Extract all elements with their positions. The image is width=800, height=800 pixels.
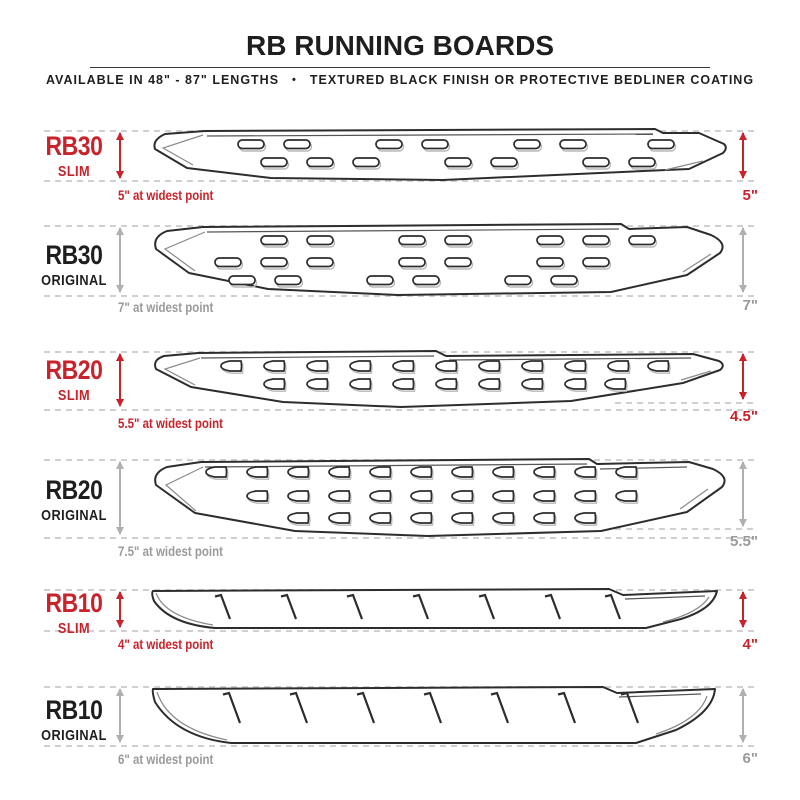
- dimension-guide-line: [44, 537, 756, 539]
- dimension-guide-line: [44, 295, 756, 297]
- variant-name: ORIGINAL: [41, 727, 107, 744]
- variant-name: SLIM: [57, 620, 91, 637]
- height-value: 4": [742, 636, 758, 653]
- product-label: RB10 SLIM: [25, 588, 124, 637]
- height-dimension-arrow: [739, 227, 747, 293]
- product-label: RB30 SLIM: [25, 131, 124, 180]
- height-dimension-arrow: [739, 461, 747, 527]
- rb10-slim-board-drawing: [151, 588, 718, 629]
- width-dimension-arrow: [116, 461, 124, 535]
- subtitle-lengths: AVAILABLE IN 48" - 87" LENGTHS: [45, 73, 280, 87]
- page-subtitle: AVAILABLE IN 48" - 87" LENGTHS • TEXTURE…: [0, 73, 800, 87]
- dimension-guide-line: [44, 686, 756, 688]
- product-label: RB20 SLIM: [25, 355, 124, 404]
- dimension-guide-line: [44, 630, 756, 632]
- variant-name: SLIM: [57, 387, 91, 404]
- width-dimension-arrow: [116, 591, 124, 628]
- model-name: RB20: [45, 355, 103, 385]
- height-dimension-arrow: [739, 688, 747, 743]
- model-name: RB10: [45, 695, 103, 725]
- height-dimension-arrow: [739, 591, 747, 628]
- dimension-guide-line: [44, 225, 756, 227]
- model-name: RB30: [45, 240, 103, 270]
- width-note: 7.5" at widest point: [118, 544, 223, 559]
- model-name: RB10: [45, 588, 103, 618]
- product-label: RB10 ORIGINAL: [25, 695, 124, 744]
- dimension-guide-line: [615, 402, 756, 404]
- width-note: 4" at widest point: [118, 637, 214, 652]
- width-dimension-arrow: [116, 227, 124, 293]
- height-value: 5.5": [730, 533, 758, 550]
- variant-name: ORIGINAL: [41, 507, 107, 524]
- dimension-guide-line: [44, 409, 756, 411]
- product-label: RB20 ORIGINAL: [25, 475, 124, 524]
- dimension-guide-line: [44, 180, 756, 182]
- variant-name: SLIM: [57, 163, 91, 180]
- rb20-slim-board-drawing: [154, 350, 724, 408]
- dimension-guide-line: [44, 589, 756, 591]
- title-underline: [90, 67, 710, 68]
- height-dimension-arrow: [739, 132, 747, 179]
- dimension-guide-line: [44, 351, 756, 353]
- dimension-guide-line: [44, 130, 756, 132]
- height-value: 6": [742, 750, 758, 767]
- dimension-guide-line: [44, 459, 756, 461]
- dimension-guide-line: [44, 745, 756, 747]
- bullet-separator-icon: •: [292, 74, 297, 86]
- page-title: RB RUNNING BOARDS: [246, 30, 554, 61]
- width-note: 5.5" at widest point: [118, 416, 223, 431]
- model-name: RB20: [45, 475, 103, 505]
- width-dimension-arrow: [116, 132, 124, 179]
- height-value: 5": [742, 187, 758, 204]
- width-note: 7" at widest point: [118, 300, 214, 315]
- width-note: 6" at widest point: [118, 752, 214, 767]
- height-value: 4.5": [730, 408, 758, 425]
- subtitle-finish: TEXTURED BLACK FINISH OR PROTECTIVE BEDL…: [309, 73, 755, 87]
- width-dimension-arrow: [116, 353, 124, 407]
- rb20-original-board-drawing: [154, 458, 726, 537]
- rb30-original-board-drawing: [154, 223, 724, 296]
- variant-name: ORIGINAL: [41, 272, 107, 289]
- product-label: RB30 ORIGINAL: [25, 240, 124, 289]
- height-value: 7": [742, 297, 758, 314]
- dimension-guide-line: [615, 528, 756, 530]
- width-note: 5" at widest point: [118, 188, 214, 203]
- model-name: RB30: [45, 131, 103, 161]
- height-dimension-arrow: [739, 353, 747, 400]
- rb10-original-board-drawing: [151, 686, 716, 744]
- rb30-slim-board-drawing: [153, 128, 727, 181]
- width-dimension-arrow: [116, 688, 124, 743]
